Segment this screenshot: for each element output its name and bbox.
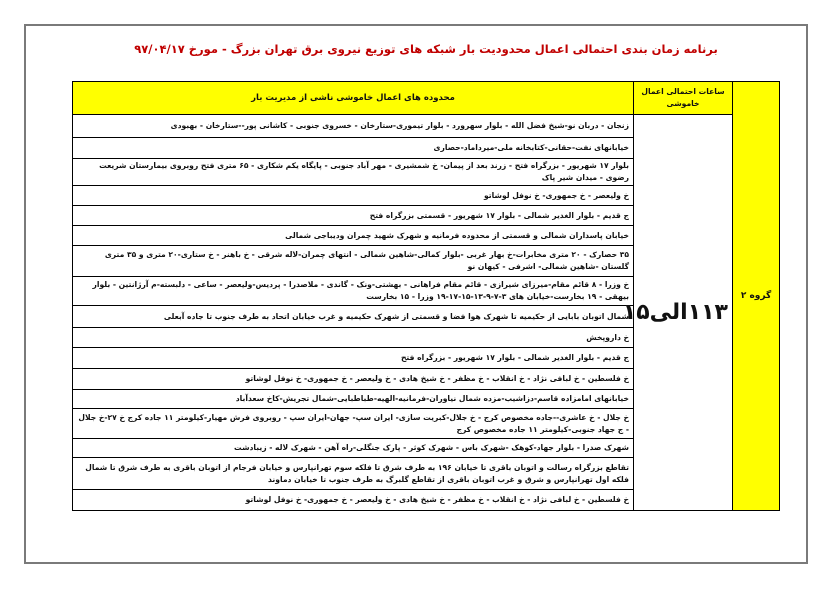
area-cell: ج قدیم - بلوار الغدیر شمالی - بلوار ۱۷ ش…: [72, 347, 634, 369]
table-row: ۳۵ حصارک - ۲۰ متری مخابرات-خ بهار غربی -…: [72, 245, 780, 277]
area-cell: بلوار ۱۷ شهریور - بزرگراه فتح - زرند بعد…: [72, 158, 634, 186]
area-cell: ۳۵ حصارک - ۲۰ متری مخابرات-خ بهار غربی -…: [72, 245, 634, 277]
area-cell: خ جلال - خ عاشری--جاده مخصوص کرج - خ جلا…: [72, 408, 634, 439]
area-cell: زنجان - دربان نو-شیخ فضل الله - بلوار سه…: [72, 114, 634, 138]
table-row: خ جلال - خ عاشری--جاده مخصوص کرج - خ جلا…: [72, 408, 780, 439]
table-row: ۱۱۳الی۱۵ زنجان - دربان نو-شیخ فضل الله - …: [72, 114, 780, 511]
group-cell: گروه ۲: [732, 81, 780, 511]
table-row: خ فلسطین - خ لبافی نژاد - خ انقلاب - خ م…: [72, 489, 780, 511]
area-cell: خیابانهای امامزاده قاسم-دزاشیب-مزده شمال…: [72, 389, 634, 409]
group-label: گروه ۲: [740, 291, 772, 301]
area-cell: خ ولیعصر - خ جمهوری- خ نوفل لوشاتو: [72, 185, 634, 206]
table-row: تقاطع بزرگراه رسالت و اتوبان باقری تا خی…: [72, 457, 780, 490]
area-cell: خیابان پاسداران شمالی و قسمتی از محدوده …: [72, 225, 634, 246]
area-cell: خ وزرا - ۸ قائم مقام-میرزای شیرازی - قائ…: [72, 276, 634, 306]
area-cell: خ داروپخش: [72, 327, 634, 348]
area-cell: خ فلسطین - خ لبافی نژاد - خ انقلاب - خ م…: [72, 368, 634, 390]
area-cell: خیابانهای نفت-حقانی-کتابخانه ملی-میرداما…: [72, 137, 634, 159]
hours-header: ساعات احتمالی اعمال خاموشی: [633, 81, 733, 115]
areas-header: محدوده های اعمال خاموشی ناشی از مدیریت ب…: [72, 81, 634, 115]
area-cell: تقاطع بزرگراه رسالت و اتوبان باقری تا خی…: [72, 457, 634, 490]
document-title: برنامه زمان بندی احتمالی اعمال محدودیت ب…: [134, 42, 718, 56]
table-row: خ وزرا - ۸ قائم مقام-میرزای شیرازی - قائ…: [72, 276, 780, 306]
area-cell: ج قدیم - بلوار الغدیر شمالی - بلوار ۱۷ ش…: [72, 205, 634, 226]
area-cell: شهرک صدرا - بلوار جهاد-کوهک -شهرک باس - …: [72, 438, 634, 458]
page-border: [24, 24, 808, 564]
time-range: ۱۱۳الی۱۵: [623, 114, 733, 511]
area-cell: شمال اتوبان بابایی از حکیمیه تا شهرک هوا…: [72, 305, 634, 328]
outage-schedule-table: گروه ۲ ساعات احتمالی اعمال خاموشی محدوده…: [72, 81, 780, 511]
area-cell: خ فلسطین - خ لبافی نژاد - خ انقلاب - خ م…: [72, 489, 634, 511]
header-row: گروه ۲ ساعات احتمالی اعمال خاموشی محدوده…: [72, 81, 780, 511]
